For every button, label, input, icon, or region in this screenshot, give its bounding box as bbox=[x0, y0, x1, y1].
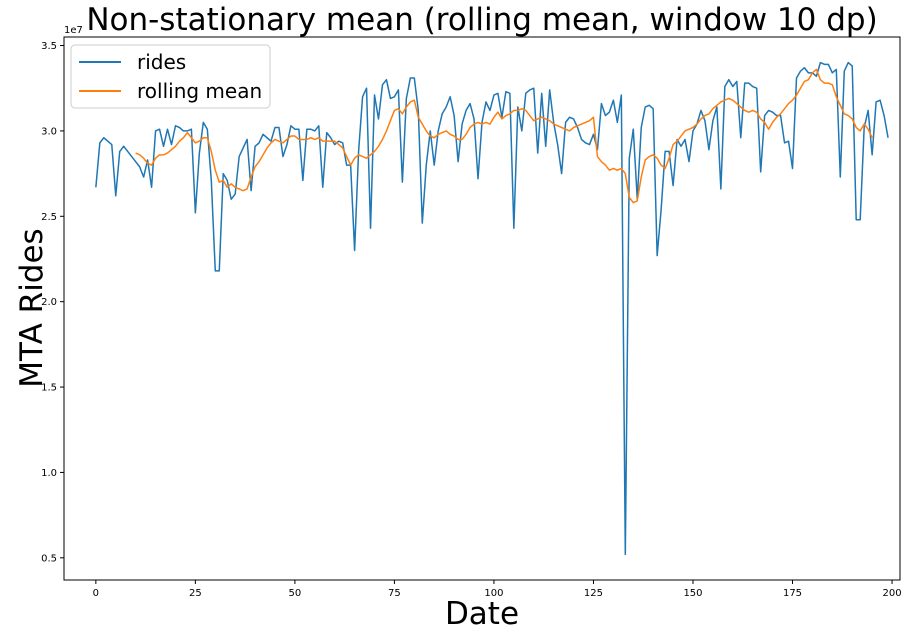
x-tick-label: 75 bbox=[388, 588, 401, 599]
x-tick-label: 125 bbox=[584, 588, 603, 599]
y-tick-label: 1.0 bbox=[41, 468, 57, 479]
x-tick-label: 0 bbox=[93, 588, 99, 599]
series-layer bbox=[95, 61, 889, 556]
y-tick-label: 0.5 bbox=[41, 553, 57, 564]
y-tick-label: 2.0 bbox=[41, 297, 57, 308]
legend: rides rolling mean bbox=[70, 44, 271, 109]
chart-title: Non-stationary mean (rolling mean, windo… bbox=[86, 2, 877, 38]
x-tick-label: 50 bbox=[289, 588, 302, 599]
y-axis: 0.5 1.0 1.5 2.0 2.5 3.0 3.5 bbox=[41, 41, 64, 564]
series-line-rolling-mean bbox=[135, 68, 873, 204]
y-tick-label: 3.5 bbox=[41, 41, 57, 52]
legend-box bbox=[70, 44, 271, 109]
y-tick-label: 3.0 bbox=[41, 126, 57, 137]
x-axis: 0 25 50 75 100 125 150 175 200 bbox=[93, 580, 902, 599]
y-tick-label: 1.5 bbox=[41, 383, 57, 394]
x-tick-label: 175 bbox=[783, 588, 802, 599]
x-axis-label: Date bbox=[445, 596, 519, 632]
series-line-rides bbox=[95, 61, 889, 556]
x-tick-label: 150 bbox=[683, 588, 702, 599]
x-tick-label: 100 bbox=[484, 588, 503, 599]
legend-label-rolling-mean: rolling mean bbox=[137, 79, 262, 103]
legend-label-rides: rides bbox=[137, 50, 186, 74]
x-tick-label: 200 bbox=[882, 588, 901, 599]
y-axis-label: MTA Rides bbox=[14, 228, 50, 387]
y-tick-label: 2.5 bbox=[41, 212, 57, 223]
x-tick-label: 25 bbox=[189, 588, 202, 599]
y-axis-offset-label: 1e7 bbox=[64, 25, 83, 36]
